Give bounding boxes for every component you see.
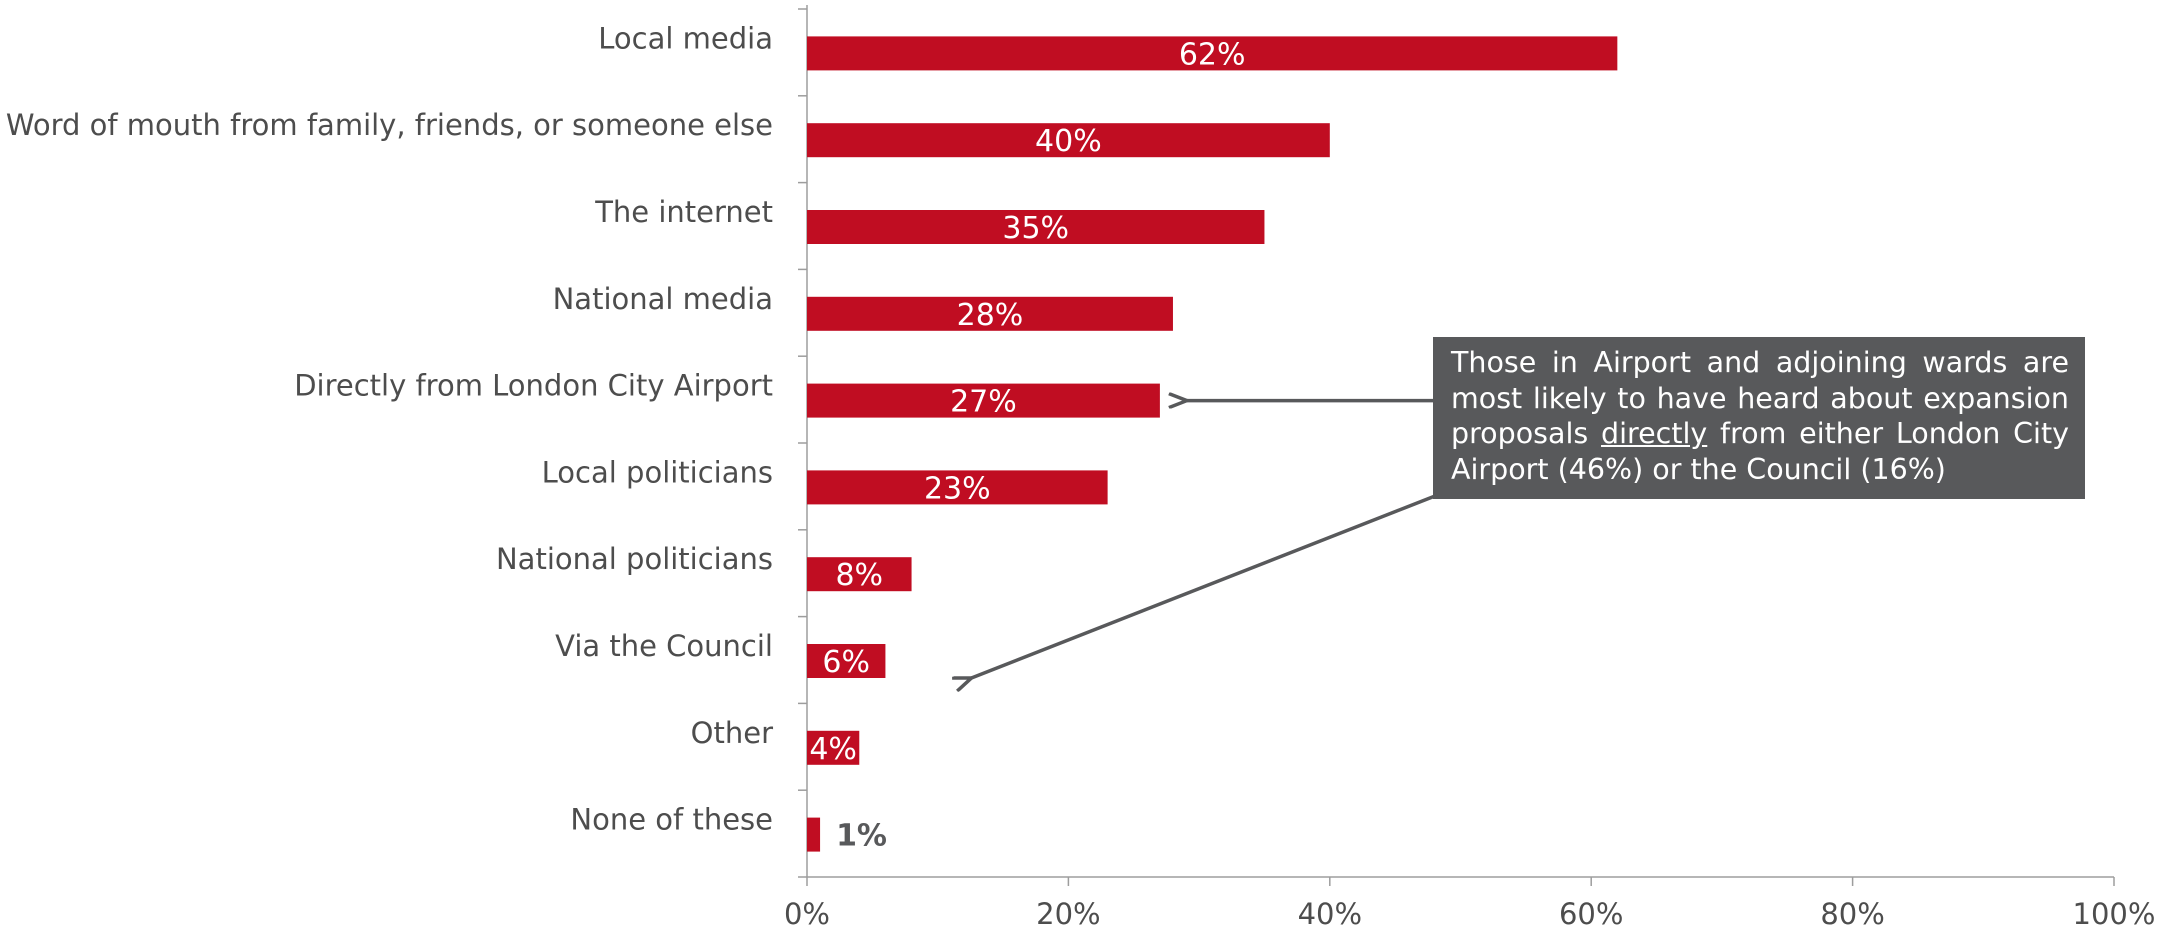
data-label-word-of-mouth-from-family-friends-or-someone-else: 40%	[1035, 124, 1102, 159]
data-label-via-the-council: 6%	[822, 645, 870, 680]
annotation-arrows	[971, 401, 1436, 678]
category-label-the-internet: The internet	[594, 195, 773, 229]
arrow-to-via-the-council	[971, 494, 1436, 678]
bar-word-of-mouth-from-family-friends-or-someone-else	[807, 123, 1330, 158]
category-label-national-politicians: National politicians	[496, 542, 773, 576]
x-tick-label-60: 60%	[1559, 897, 1623, 930]
data-label-the-internet: 35%	[1002, 211, 1069, 246]
x-tick-label-100: 100%	[2073, 897, 2156, 930]
category-label-other: Other	[691, 716, 773, 750]
callout-text-after: from either London City Airport (46%) or…	[1451, 417, 2069, 486]
data-label-local-politicians: 23%	[924, 471, 991, 506]
category-label-local-politicians: Local politicians	[542, 455, 773, 489]
category-label-none-of-these: None of these	[570, 803, 773, 837]
x-tick-label-0: 0%	[784, 897, 830, 930]
callout-text-underlined: directly	[1601, 417, 1708, 450]
category-label-directly-from-london-city-airport: Directly from London City Airport	[294, 369, 773, 403]
data-label-other: 4%	[809, 732, 857, 767]
data-label-local-media: 62%	[1179, 37, 1246, 72]
bar-the-internet	[807, 210, 1265, 244]
data-label-national-media: 28%	[957, 298, 1024, 333]
category-label-via-the-council: Via the Council	[555, 629, 773, 663]
bar-local-politicians	[807, 470, 1108, 505]
data-label-national-politicians: 8%	[835, 558, 883, 593]
category-label-national-media: National media	[553, 282, 773, 316]
category-label-local-media: Local media	[598, 21, 773, 55]
bar-national-politicians	[807, 557, 912, 592]
callout-text-before: Those in Airport and adjoining wards are…	[1451, 346, 2069, 450]
bar-directly-from-london-city-airport	[807, 383, 1160, 418]
x-tick-label-80: 80%	[1820, 897, 1884, 930]
bar-national-media	[807, 296, 1173, 331]
category-label-word-of-mouth-from-family-friends-or-someone-else: Word of mouth from family, friends, or s…	[6, 108, 773, 142]
bar-via-the-council	[807, 644, 886, 678]
bar-other	[807, 730, 860, 765]
x-tick-label-20: 20%	[1036, 897, 1100, 930]
data-label-directly-from-london-city-airport: 27%	[950, 385, 1017, 420]
bar-none-of-these	[807, 817, 821, 852]
x-tick-label-40: 40%	[1298, 897, 1362, 930]
bars	[807, 36, 1618, 852]
labels: 0% 20% 40% 60% 80% 100% Local media 62% Word of …	[6, 21, 2156, 930]
data-label-none-of-these: 1%	[836, 819, 887, 854]
callout-annotation: Those in Airport and adjoining wards are…	[1433, 337, 2085, 499]
bar-local-media	[807, 36, 1618, 71]
